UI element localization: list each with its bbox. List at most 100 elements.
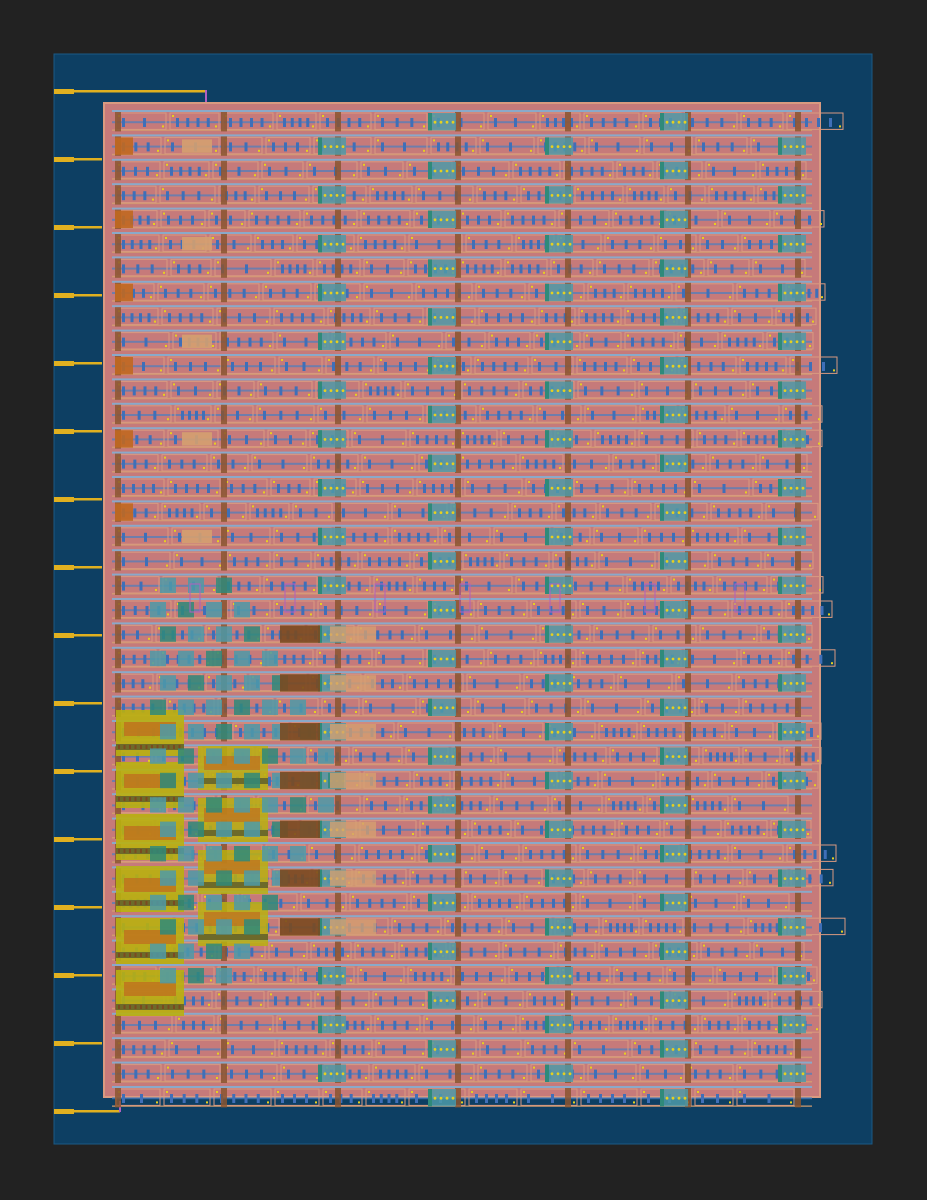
cell-pin: [169, 700, 171, 703]
buffer-pin: [439, 218, 443, 222]
cell-pin: [652, 467, 654, 469]
cell-pin: [168, 1028, 170, 1031]
via-stack: [771, 435, 775, 445]
std-cell: [317, 600, 374, 618]
tap-cell: [455, 941, 461, 961]
via-stack: [588, 679, 592, 689]
buffer-pin: [795, 1023, 799, 1027]
cell-outline: [276, 112, 317, 130]
via-stack: [492, 386, 496, 396]
cell-pin: [419, 320, 421, 323]
tap-cell: [565, 941, 571, 961]
buffer-pin: [335, 340, 339, 344]
via-stack: [757, 1020, 761, 1030]
cell-pin: [266, 564, 268, 567]
via-stack: [290, 313, 294, 323]
via-stack: [281, 240, 284, 249]
via-stack: [264, 386, 267, 396]
cell-pin: [619, 198, 621, 201]
cell-outline: [728, 405, 780, 423]
via-stack: [276, 215, 280, 225]
fill-cell: [182, 139, 212, 153]
cell-pin: [426, 1017, 428, 1020]
tap-cell: [221, 136, 227, 156]
via-stack: [559, 557, 562, 567]
via-stack: [770, 386, 773, 396]
cell-pin: [160, 285, 162, 288]
cell-pin: [289, 247, 291, 250]
buffer-pin: [445, 120, 449, 124]
via-stack: [540, 337, 543, 347]
buffer-pin: [795, 682, 799, 685]
cell-pin: [322, 115, 324, 117]
cell-pin: [172, 115, 174, 117]
via-stack: [404, 728, 407, 737]
std-cell: [254, 234, 294, 252]
buffer-pin: [801, 145, 805, 149]
cell-pin: [490, 759, 492, 762]
cell-pin: [752, 174, 754, 177]
via-stack: [672, 532, 675, 542]
buffer-pin: [562, 486, 566, 490]
metal-track: [112, 983, 812, 985]
buffer-pin: [439, 755, 443, 758]
cell-outline: [397, 722, 454, 740]
cell-pin: [208, 627, 210, 630]
buffer-pin: [795, 730, 799, 734]
buffer-pin: [562, 242, 566, 246]
cell-outline: [164, 136, 220, 155]
via-stack: [747, 654, 750, 664]
via-stack: [702, 142, 705, 152]
buffer-pin: [677, 804, 681, 807]
io-pin-pad: [54, 837, 74, 842]
cell-outline: [708, 185, 755, 204]
buffer-pin: [562, 828, 566, 832]
buffer-pin: [789, 340, 793, 344]
signal-track: [112, 511, 812, 514]
power-rail: [112, 207, 812, 210]
via-stack: [469, 776, 473, 786]
buffer-pin: [789, 828, 793, 832]
via-stack: [352, 532, 356, 542]
via-stack: [660, 435, 664, 445]
buffer-pin: [550, 974, 554, 978]
via-stack: [263, 508, 267, 518]
cell-pin: [820, 223, 822, 225]
tap-cell: [221, 600, 227, 620]
buffer-edge: [660, 113, 664, 131]
tap-cell: [455, 307, 461, 327]
via-stack: [761, 703, 765, 713]
std-cell: [602, 917, 640, 936]
via-stack: [819, 654, 823, 664]
via-stack: [389, 850, 392, 859]
via-stack: [766, 1045, 770, 1055]
via-stack: [768, 923, 772, 933]
buffer-pin: [439, 413, 443, 417]
cell-pin: [581, 310, 583, 313]
cell-pin: [366, 798, 368, 801]
via-stack: [214, 288, 217, 298]
via-stack: [829, 118, 832, 127]
via-stack: [321, 215, 325, 225]
tap-cell: [221, 331, 227, 351]
via-stack: [558, 801, 561, 811]
metal-track: [112, 959, 812, 961]
via-stack: [767, 1020, 771, 1030]
via-stack: [132, 386, 136, 396]
via-stack: [503, 484, 507, 493]
cell-pin: [571, 320, 573, 323]
via-stack: [202, 1020, 205, 1030]
std-cell: [478, 624, 537, 643]
tap-cell: [221, 478, 227, 498]
metal-track: [112, 544, 812, 546]
via-stack: [772, 191, 776, 201]
cell-pin: [580, 881, 582, 884]
buffer-pin: [433, 706, 437, 710]
cell-outline: [310, 454, 359, 472]
signal-track: [112, 292, 812, 294]
cell-pin: [695, 759, 697, 762]
via-stack: [283, 118, 286, 127]
via-stack: [468, 386, 471, 396]
cell-pin: [763, 589, 765, 591]
